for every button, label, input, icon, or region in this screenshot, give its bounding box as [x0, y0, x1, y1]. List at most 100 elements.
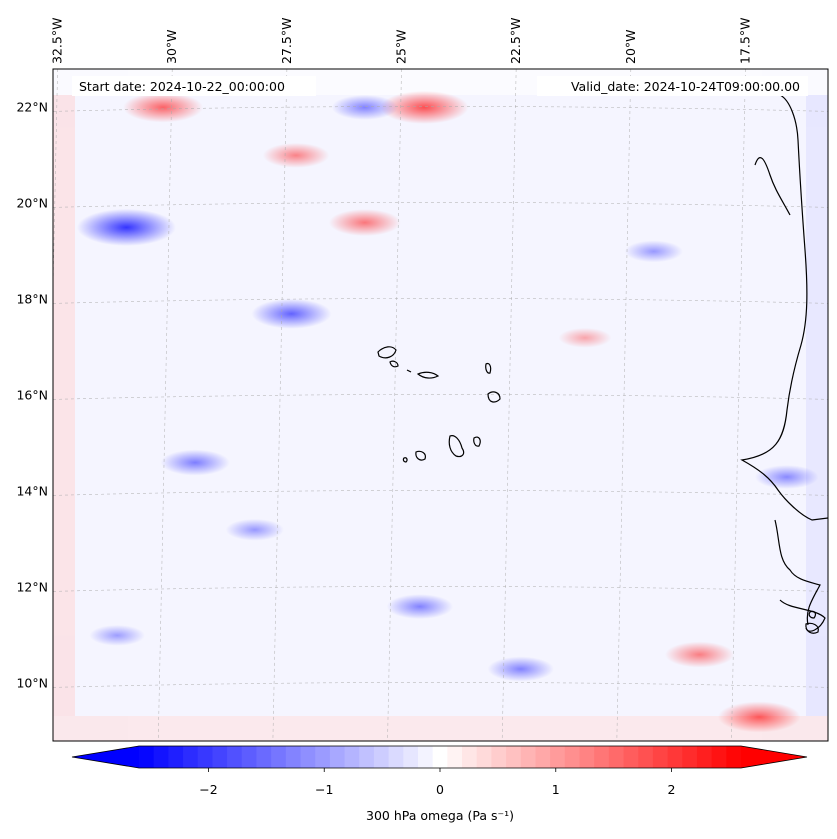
island-santa-luzia [406, 369, 412, 373]
field-feature-6 [160, 449, 230, 476]
meridian-line-4 [501, 69, 517, 741]
island-bissagos-2 [805, 622, 819, 634]
colorbar-level-28 [550, 746, 566, 768]
coast-inlet-south [779, 599, 826, 632]
colorbar-level-23 [476, 746, 492, 768]
island-sao-vicente [389, 360, 399, 368]
colorbar-level-3 [183, 746, 199, 768]
colorbar-level-24 [491, 746, 507, 768]
parallel-line-1 [53, 202, 828, 208]
colorbar-level-8 [256, 746, 272, 768]
meridian-line-3 [387, 69, 402, 741]
colorbar-tick-label-1: −1 [315, 782, 333, 797]
island-santiago [448, 435, 465, 458]
colorbar-level-38 [696, 746, 713, 768]
colorbar-level-9 [271, 746, 287, 768]
field-feature-12 [624, 240, 683, 263]
colorbar-level-14 [344, 746, 360, 768]
colorbar-extend-high [741, 746, 807, 768]
lon-tick-5: 20°W [623, 29, 638, 64]
island-sal [485, 362, 492, 374]
colorbar-level-33 [623, 746, 639, 768]
colorbar-level-34 [638, 746, 654, 768]
field-feature-8 [665, 641, 735, 668]
lon-tick-1: 30°W [164, 29, 179, 64]
island-bissagos-1 [808, 610, 816, 619]
lat-tick-6: 10°N [16, 675, 48, 690]
map-background [53, 69, 828, 741]
field-feature-16 [89, 624, 146, 646]
island-maio [473, 436, 481, 447]
colorbar-tick-label-2: 0 [436, 782, 444, 797]
gridlines [53, 69, 828, 741]
field-feature-2 [328, 209, 401, 237]
colorbar-level-20 [432, 746, 448, 768]
colorbar-level-35 [652, 746, 669, 768]
field-feature-9 [487, 656, 554, 682]
colorbar-level-29 [564, 746, 581, 768]
field-feature-3 [262, 142, 330, 168]
colorbar-level-7 [241, 746, 258, 768]
colorbar-tick-label-4: 2 [668, 782, 676, 797]
colorbar-extend-low [72, 746, 139, 768]
colorbar-ticks: −2 −1 0 1 2 [199, 768, 676, 797]
parallel-line-3 [53, 394, 828, 400]
colorbar-level-1 [153, 746, 169, 768]
colorbar-level-39 [711, 746, 727, 768]
lat-tick-3: 16°N [16, 387, 48, 402]
longitude-tick-labels: 32.5°W 30°W 27.5°W 25°W 22.5°W 20°W 17.5°W [50, 18, 753, 64]
field-feature-11 [754, 465, 819, 489]
colorbar-level-4 [197, 746, 214, 768]
colorbar-level-10 [285, 746, 302, 768]
meridian-line-1 [157, 69, 173, 741]
lat-tick-0: 22°N [16, 99, 48, 114]
colorbar-level-22 [462, 746, 478, 768]
lon-tick-0: 32.5°W [50, 18, 65, 64]
lon-tick-2: 27.5°W [279, 18, 294, 64]
cape-verde-islands [377, 346, 819, 634]
colorbar-level-40 [726, 746, 742, 768]
colorbar-level-12 [315, 746, 331, 768]
start-date-label: Start date: 2024-10-22_00:00:00 [79, 79, 285, 94]
date-annotations: Start date: 2024-10-22_00:00:00 Valid_da… [72, 76, 808, 96]
colorbar-level-16 [373, 746, 390, 768]
colorbar-level-30 [579, 746, 595, 768]
colorbar-level-19 [417, 746, 434, 768]
omega-field [76, 90, 819, 733]
colorbar-levels [139, 746, 742, 768]
field-feature-13 [331, 94, 399, 120]
field-feature-7 [717, 701, 801, 733]
colorbar: −2 −1 0 1 2 300 hPa omega (Pa s⁻¹) [71, 745, 808, 823]
coast-inlet-north [754, 157, 791, 216]
colorbar-level-36 [667, 746, 683, 768]
africa-coastline [740, 94, 828, 626]
colorbar-level-37 [682, 746, 698, 768]
field-feature-0 [380, 90, 469, 124]
colorbar-label: 300 hPa omega (Pa s⁻¹) [366, 808, 514, 823]
meridian-line-5 [616, 69, 632, 741]
map-panel [52, 68, 829, 742]
field-feature-10 [386, 594, 454, 620]
lon-tick-4: 22.5°W [508, 18, 523, 64]
colorbar-level-17 [388, 746, 404, 768]
meridian-line-2 [272, 69, 288, 741]
start-date-box [72, 76, 316, 96]
coastlines [740, 94, 828, 632]
parallel-line-5 [53, 586, 828, 592]
field-feature-4 [76, 208, 176, 246]
colorbar-tick-label-0: −2 [199, 782, 217, 797]
colorbar-level-5 [212, 746, 228, 768]
island-brava [402, 457, 408, 463]
colorbar-level-6 [227, 746, 243, 768]
colorbar-level-25 [506, 746, 522, 768]
colorbar-level-2 [168, 746, 184, 768]
lon-tick-3: 25°W [394, 29, 409, 64]
map-frame [52, 68, 829, 742]
lon-tick-6: 17.5°W [737, 18, 752, 64]
island-sao-nicolau [416, 371, 440, 379]
lat-tick-1: 20°N [16, 195, 48, 210]
valid-date-box [537, 76, 808, 96]
island-santo-antao [377, 346, 397, 359]
field-feature-1 [123, 92, 204, 123]
